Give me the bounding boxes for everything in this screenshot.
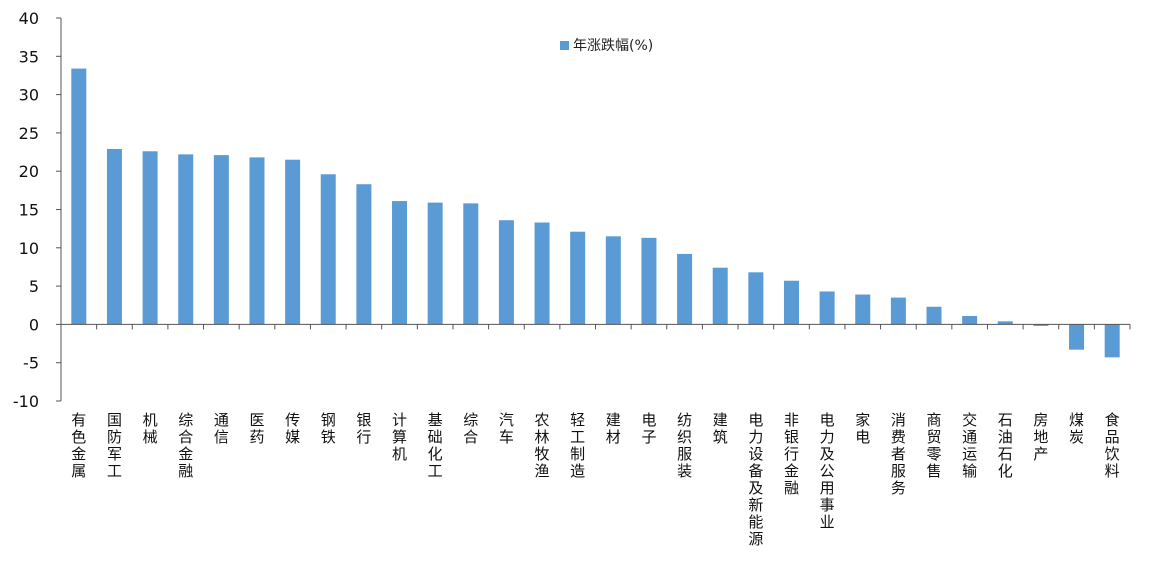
x-category-label: 国防军工 bbox=[107, 411, 122, 480]
x-category-label: 轻工制造 bbox=[570, 411, 585, 480]
x-category-label: 计算机 bbox=[392, 411, 407, 463]
bar-29 bbox=[1104, 324, 1120, 358]
x-category-label: 电力及公用事业 bbox=[820, 411, 835, 531]
bar-14 bbox=[570, 231, 586, 325]
bar-11 bbox=[463, 203, 479, 325]
bar-24 bbox=[926, 306, 942, 325]
x-category-label: 电力设备及新能源 bbox=[748, 411, 763, 548]
x-category-label: 基础化工 bbox=[428, 411, 443, 480]
x-category-label: 房地产 bbox=[1033, 411, 1048, 463]
x-category-label: 食品饮料 bbox=[1105, 411, 1120, 480]
x-category-label: 电子 bbox=[641, 411, 656, 446]
y-tick-label: 15 bbox=[19, 201, 39, 220]
y-tick-label: 35 bbox=[19, 47, 39, 66]
bar-5 bbox=[249, 157, 265, 325]
y-tick-label: -5 bbox=[23, 354, 39, 373]
bar-16 bbox=[641, 237, 657, 325]
bar-25 bbox=[962, 315, 978, 325]
bar-21 bbox=[819, 291, 835, 325]
bar-8 bbox=[356, 184, 372, 325]
bar-28 bbox=[1069, 324, 1085, 350]
bar-1 bbox=[106, 148, 122, 325]
x-category-label: 建材 bbox=[606, 411, 621, 446]
x-category-label: 农林牧渔 bbox=[535, 411, 550, 480]
bar-9 bbox=[392, 201, 408, 325]
bar-12 bbox=[498, 220, 514, 325]
legend: 年涨跌幅(%) bbox=[560, 35, 653, 55]
y-tick-label: -10 bbox=[13, 392, 39, 411]
x-category-label: 综合 bbox=[463, 411, 478, 446]
bar-23 bbox=[890, 297, 906, 325]
bar-7 bbox=[320, 174, 336, 325]
bar-6 bbox=[285, 159, 301, 325]
x-category-label: 医药 bbox=[249, 411, 264, 446]
x-category-label: 家电 bbox=[855, 411, 870, 446]
x-category-label: 消费者服务 bbox=[891, 411, 906, 497]
x-category-label: 综合金融 bbox=[178, 411, 193, 480]
bar-10 bbox=[427, 202, 443, 325]
y-tick-label: 40 bbox=[19, 9, 39, 28]
bar-22 bbox=[855, 294, 871, 325]
y-tick-label: 10 bbox=[19, 239, 39, 258]
bar-18 bbox=[712, 267, 728, 325]
y-tick-label: 5 bbox=[29, 277, 39, 296]
y-tick-label: 30 bbox=[19, 86, 39, 105]
y-tick-label: 20 bbox=[19, 162, 39, 181]
bar-27 bbox=[1033, 324, 1049, 326]
x-category-label: 有色金属 bbox=[71, 411, 86, 480]
legend-label: 年涨跌幅(%) bbox=[573, 38, 654, 54]
y-axis: -10 -5 0 5 10 15 20 25 30 35 40 bbox=[13, 9, 62, 411]
x-category-label: 纺织服装 bbox=[677, 411, 692, 480]
x-category-label: 传媒 bbox=[285, 411, 300, 446]
bar-20 bbox=[783, 280, 799, 325]
x-category-label: 非银行金融 bbox=[784, 411, 799, 497]
x-category-label: 钢铁 bbox=[321, 411, 336, 446]
bars bbox=[71, 68, 1120, 358]
y-tick-label: 0 bbox=[29, 315, 39, 334]
bar-19 bbox=[748, 272, 764, 325]
bar-17 bbox=[677, 253, 693, 325]
bar-13 bbox=[534, 222, 550, 325]
x-category-label: 通信 bbox=[214, 411, 229, 446]
bar-0 bbox=[71, 68, 87, 325]
bar-4 bbox=[213, 155, 229, 325]
bar-15 bbox=[605, 236, 621, 325]
x-category-label: 汽车 bbox=[499, 411, 514, 446]
x-category-label: 商贸零售 bbox=[927, 411, 942, 480]
legend-swatch bbox=[560, 40, 569, 50]
x-category-label: 机械 bbox=[143, 411, 158, 446]
x-axis bbox=[60, 323, 1131, 330]
bar-26 bbox=[997, 321, 1013, 325]
x-category-label: 石油石化 bbox=[998, 411, 1013, 480]
x-category-label: 建筑 bbox=[713, 411, 728, 446]
x-category-label: 银行 bbox=[356, 411, 371, 446]
bar-2 bbox=[142, 151, 158, 325]
x-category-label: 煤炭 bbox=[1069, 411, 1084, 446]
bar-3 bbox=[178, 154, 194, 325]
y-tick-label: 25 bbox=[19, 124, 39, 143]
x-category-label: 交通运输 bbox=[962, 411, 977, 480]
